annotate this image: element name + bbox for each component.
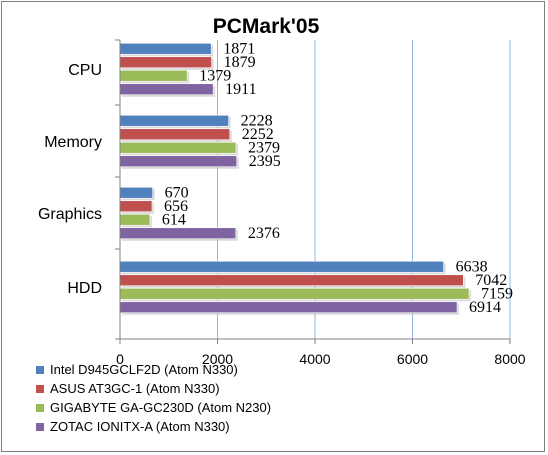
- data-label-cpu-series-1: 1879: [224, 54, 256, 71]
- data-label-cpu-series-2: 1379: [199, 67, 231, 84]
- data-label-graphics-series-2: 614: [162, 211, 186, 228]
- bar-cpu-series-3: [119, 83, 214, 96]
- data-label-graphics-series-0: 670: [165, 184, 189, 201]
- bar-memory-series-2: [119, 141, 237, 154]
- legend-swatch-3: [36, 423, 44, 431]
- bar-hdd-series-3: [119, 301, 458, 314]
- legend-swatch-2: [36, 404, 44, 412]
- data-label-graphics-series-3: 2376: [248, 225, 280, 242]
- legend-swatch-0: [36, 366, 44, 374]
- x-tick-label-2000: 2000: [202, 351, 233, 367]
- data-label-hdd-series-3: 6914: [469, 299, 501, 316]
- bar-memory-series-0: [119, 114, 229, 127]
- bar-cpu-series-1: [119, 56, 212, 69]
- data-label-cpu-series-0: 1871: [223, 40, 255, 57]
- data-label-memory-series-1: 2252: [242, 126, 274, 143]
- x-tick-label-0: 0: [116, 351, 124, 367]
- bar-hdd-series-0: [119, 260, 444, 273]
- legend-label-2: GIGABYTE GA-GC230D (Atom N230): [50, 400, 271, 415]
- bar-graphics-series-2: [119, 213, 151, 226]
- data-label-hdd-series-0: 6638: [456, 258, 488, 275]
- legend-label-3: ZOTAC IONITX-A (Atom N330): [50, 419, 230, 434]
- data-label-memory-series-2: 2379: [248, 139, 280, 156]
- category-label-hdd: HDD: [67, 280, 102, 297]
- bar-memory-series-1: [119, 128, 231, 141]
- legend-label-0: Intel D945GCLF2D (Atom N330): [50, 362, 238, 377]
- data-label-graphics-series-1: 656: [164, 198, 188, 215]
- x-tick-label-4000: 4000: [299, 351, 330, 367]
- category-label-memory: Memory: [44, 134, 102, 151]
- category-label-graphics: Graphics: [38, 206, 102, 223]
- legend-label-1: ASUS AT3GC-1 (Atom N330): [50, 381, 220, 396]
- data-label-hdd-series-2: 7159: [481, 285, 513, 302]
- bar-cpu-series-2: [119, 69, 188, 82]
- data-label-hdd-series-1: 7042: [475, 272, 507, 289]
- x-tick-label-8000: 8000: [494, 351, 525, 367]
- bar-graphics-series-1: [119, 200, 153, 213]
- bar-hdd-series-2: [119, 287, 470, 300]
- data-label-memory-series-3: 2395: [249, 153, 281, 170]
- data-label-memory-series-0: 2228: [241, 112, 273, 129]
- data-label-cpu-series-3: 1911: [225, 81, 256, 98]
- chart-title: PCMark'05: [213, 15, 320, 38]
- bar-graphics-series-0: [119, 186, 153, 199]
- legend-swatch-1: [36, 385, 44, 393]
- bar-cpu-series-0: [119, 42, 212, 55]
- bar-memory-series-3: [119, 155, 238, 168]
- bar-hdd-series-1: [119, 274, 464, 287]
- x-tick-label-6000: 6000: [397, 351, 428, 367]
- category-label-cpu: CPU: [68, 62, 102, 79]
- bar-graphics-series-3: [119, 227, 237, 240]
